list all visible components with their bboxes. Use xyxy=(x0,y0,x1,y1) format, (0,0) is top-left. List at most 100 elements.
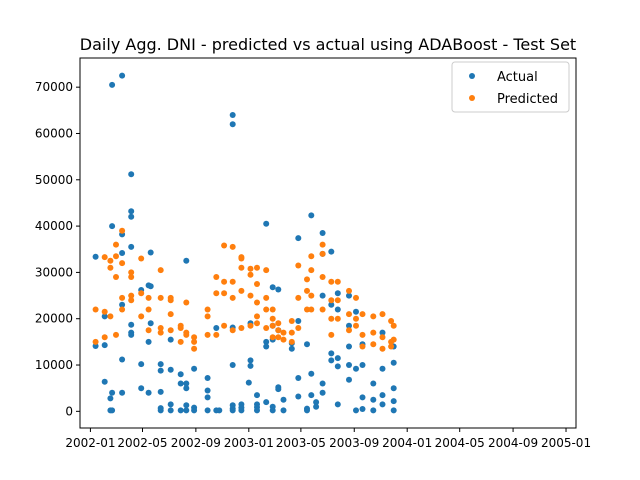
predicted-point xyxy=(295,325,302,331)
actual-point xyxy=(229,121,236,128)
actual-point xyxy=(204,407,211,414)
predicted-point xyxy=(295,294,302,301)
actual-point xyxy=(328,350,335,357)
y-tick-label: 50000 xyxy=(35,173,73,187)
predicted-point xyxy=(370,341,377,348)
x-tick-label: 2002-05 xyxy=(117,436,167,450)
predicted-point xyxy=(107,264,114,271)
predicted-point xyxy=(269,334,276,341)
actual-point xyxy=(328,248,335,255)
predicted-point xyxy=(229,327,236,334)
actual-point xyxy=(288,345,295,352)
actual-point xyxy=(157,367,164,374)
predicted-point xyxy=(213,274,220,280)
predicted-point xyxy=(280,329,287,336)
actual-point xyxy=(147,320,154,327)
predicted-point xyxy=(113,241,119,248)
predicted-point xyxy=(213,290,220,297)
predicted-point xyxy=(247,271,254,278)
actual-point xyxy=(390,398,397,405)
actual-point xyxy=(101,313,108,320)
actual-point xyxy=(280,396,287,403)
predicted-point xyxy=(204,331,211,338)
axis-layer: 2002-01 2002-05 2002-09 2003-01 2003-05 2003-… xyxy=(35,57,591,450)
predicted-point xyxy=(304,306,310,313)
actual-point xyxy=(263,343,270,350)
actual-point xyxy=(346,343,352,350)
predicted-point xyxy=(254,313,260,320)
predicted-point xyxy=(390,322,397,329)
predicted-point xyxy=(334,315,341,322)
actual-point xyxy=(177,407,184,414)
predicted-point xyxy=(308,306,315,313)
actual-point xyxy=(390,359,397,366)
predicted-point xyxy=(177,325,184,331)
predicted-point xyxy=(319,250,326,257)
actual-point xyxy=(92,343,99,349)
predicted-point xyxy=(254,264,260,271)
actual-point xyxy=(119,301,126,308)
actual-point xyxy=(128,331,135,338)
actual-point xyxy=(183,402,190,409)
actual-point xyxy=(247,357,254,364)
predicted-point xyxy=(238,325,245,331)
actual-point xyxy=(229,112,236,118)
predicted-point xyxy=(238,255,245,262)
predicted-point xyxy=(247,265,254,272)
predicted-point xyxy=(157,294,164,301)
predicted-point xyxy=(359,331,366,338)
x-tick-label: 2003-05 xyxy=(276,436,326,450)
actual-point xyxy=(167,336,174,343)
actual-point xyxy=(128,321,135,328)
actual-point xyxy=(328,357,335,364)
predicted-point xyxy=(379,334,386,341)
actual-point xyxy=(145,389,152,396)
legend-marker-predicted xyxy=(469,95,475,101)
predicted-point xyxy=(304,287,310,294)
actual-point xyxy=(191,365,198,372)
actual-point xyxy=(295,375,302,381)
actual-point xyxy=(147,283,154,290)
predicted-point xyxy=(138,290,145,297)
actual-point xyxy=(101,342,108,349)
predicted-point xyxy=(113,274,119,280)
predicted-point xyxy=(204,313,211,320)
actual-point xyxy=(334,290,341,297)
predicted-point xyxy=(213,331,220,338)
actual-point xyxy=(390,407,397,414)
actual-point xyxy=(183,385,190,392)
actual-point xyxy=(334,363,341,370)
predicted-point xyxy=(238,287,245,294)
actual-point xyxy=(313,399,320,406)
predicted-point xyxy=(379,311,386,318)
predicted-point xyxy=(247,322,254,329)
predicted-point xyxy=(92,306,99,313)
actual-point xyxy=(295,318,302,324)
predicted-point xyxy=(177,338,184,345)
actual-point xyxy=(167,401,174,408)
actual-point xyxy=(229,407,236,414)
predicted-point xyxy=(221,242,228,249)
predicted-point xyxy=(388,318,395,324)
series-predicted xyxy=(92,227,397,352)
actual-point xyxy=(280,407,287,414)
actual-point xyxy=(101,378,108,385)
actual-point xyxy=(204,394,211,401)
predicted-point xyxy=(167,297,174,304)
y-tick-label: 40000 xyxy=(35,219,73,233)
actual-point xyxy=(370,396,377,403)
actual-point xyxy=(390,385,397,392)
actual-point xyxy=(353,308,359,315)
predicted-point xyxy=(145,306,152,313)
x-tick-label: 2003-09 xyxy=(329,436,379,450)
actual-point xyxy=(308,212,315,219)
predicted-point xyxy=(288,329,295,336)
actual-point xyxy=(177,380,184,387)
actual-point xyxy=(359,406,366,412)
predicted-point xyxy=(328,297,335,304)
actual-point xyxy=(245,379,252,386)
actual-point xyxy=(275,286,282,293)
predicted-point xyxy=(334,278,341,285)
